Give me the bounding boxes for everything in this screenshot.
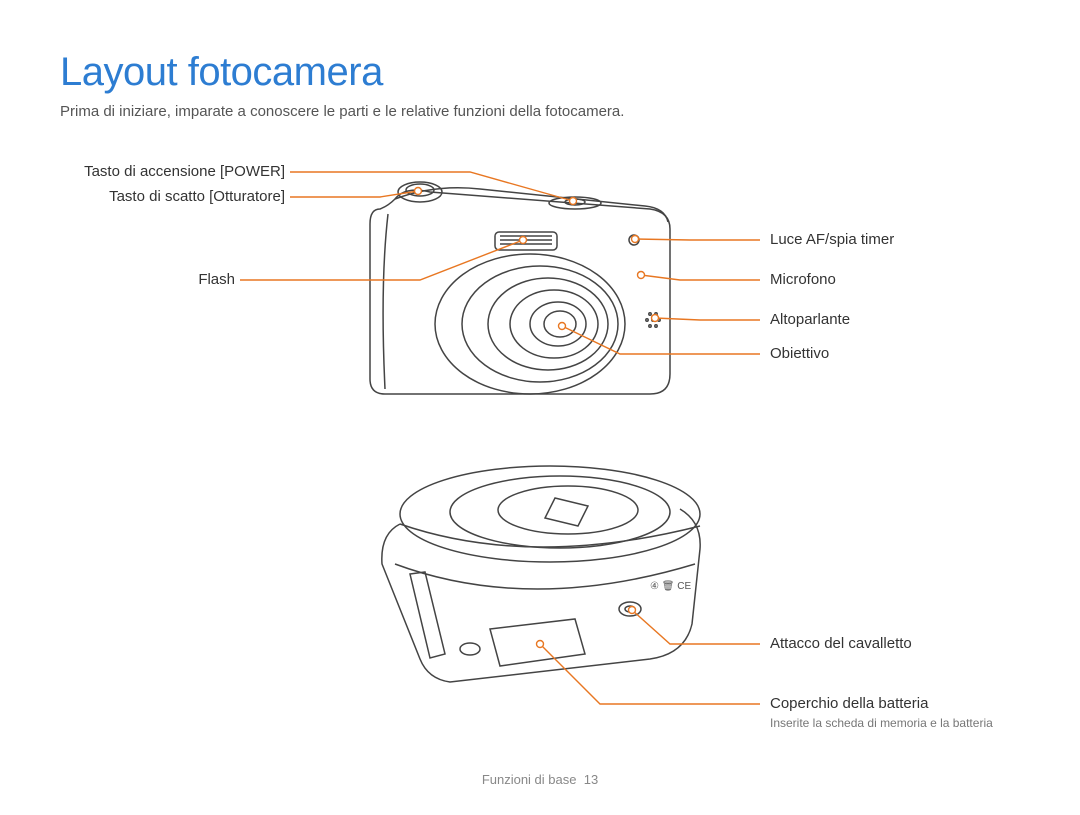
camera-bottom-illustration: ④ 🗑 CE xyxy=(350,454,710,704)
footer-page-number: 13 xyxy=(584,772,598,787)
page-footer: Funzioni di base 13 xyxy=(0,772,1080,787)
label-power: Tasto di accensione [POWER] xyxy=(60,163,285,180)
footer-section: Funzioni di base xyxy=(482,772,577,787)
label-flash: Flash xyxy=(60,271,235,288)
page-title: Layout fotocamera xyxy=(60,50,1020,95)
label-battery-cover: Coperchio della batteria xyxy=(770,695,928,712)
label-shutter: Tasto di scatto [Otturatore] xyxy=(60,188,285,205)
label-speaker: Altoparlante xyxy=(770,311,850,328)
page-subtitle: Prima di iniziare, imparate a conoscere … xyxy=(60,103,1020,120)
label-tripod-mount: Attacco del cavalletto xyxy=(770,635,912,652)
diagram-area: ④ 🗑 CE xyxy=(60,144,1020,724)
label-af-lamp: Luce AF/spia timer xyxy=(770,231,894,248)
label-battery-subnote: Inserite la scheda di memoria e la batte… xyxy=(770,716,993,730)
label-microphone: Microfono xyxy=(770,271,836,288)
label-lens: Obiettivo xyxy=(770,345,829,362)
page: Layout fotocamera Prima di iniziare, imp… xyxy=(0,0,1080,815)
svg-text:④ 🗑 CE: ④ 🗑 CE xyxy=(650,580,691,592)
camera-front-illustration xyxy=(350,154,690,414)
